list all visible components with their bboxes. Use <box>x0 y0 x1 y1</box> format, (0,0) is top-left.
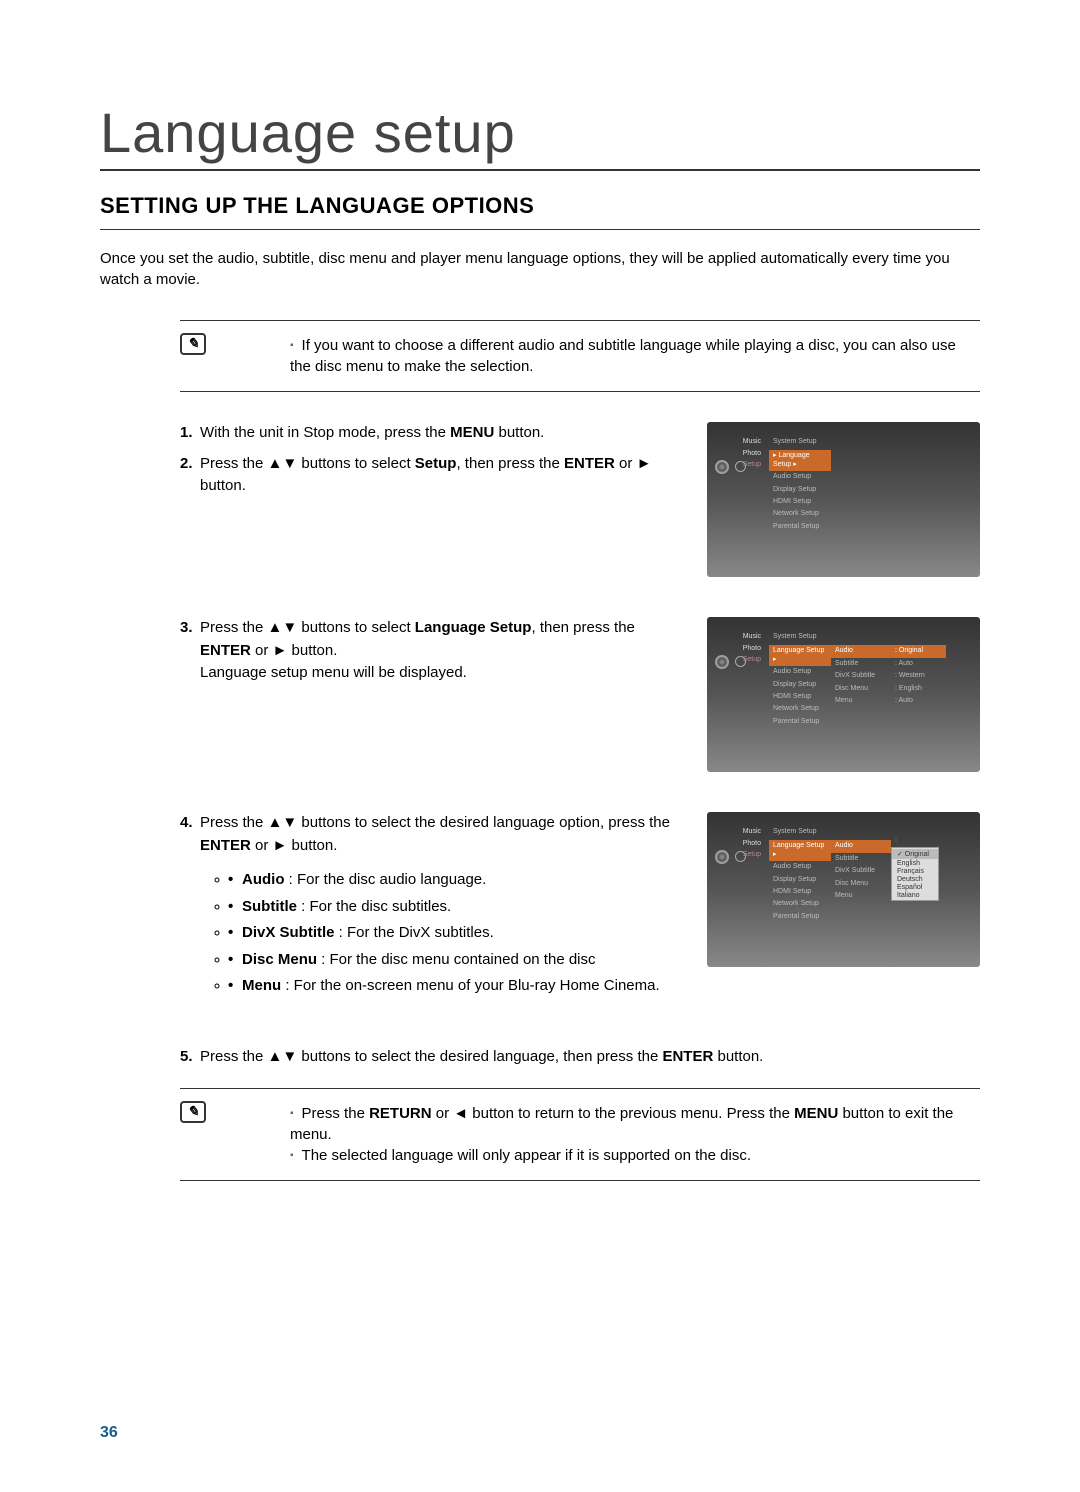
gear-icon <box>735 656 746 667</box>
step-4: 4.Press the ▲▼ buttons to select the des… <box>180 812 687 998</box>
step-row-1-2: 1.With the unit in Stop mode, press the … <box>180 422 980 577</box>
step-2: 2.Press the ▲▼ buttons to select Setup, … <box>180 453 687 498</box>
disc-icon <box>715 850 729 864</box>
pencil-note-icon: ✎ <box>180 1101 206 1123</box>
disc-icon <box>715 460 729 474</box>
note-box-top: ✎ If you want to choose a different audi… <box>180 320 980 392</box>
language-dropdown: ✓ Original English Français Deutsch Espa… <box>891 847 939 901</box>
step-5: 5.Press the ▲▼ buttons to select the des… <box>180 1046 980 1069</box>
gear-icon <box>735 461 746 472</box>
steps-container: 1.With the unit in Stop mode, press the … <box>180 422 980 1068</box>
step-row-4: 4.Press the ▲▼ buttons to select the des… <box>180 812 980 1006</box>
page-number: 36 <box>100 1424 118 1442</box>
note-text-2a: Press the RETURN or ◄ button to return t… <box>290 1103 980 1145</box>
gear-icon <box>735 851 746 862</box>
tv-mock-1: Music Photo Setup System Setup ▸ Languag… <box>707 422 980 577</box>
tv-mock-2: Music Photo Setup System Setup Language … <box>707 617 980 772</box>
step-row-3: 3.Press the ▲▼ buttons to select Languag… <box>180 617 980 772</box>
page-title: Language setup <box>100 100 980 171</box>
note-text: If you want to choose a different audio … <box>290 335 980 377</box>
disc-icon <box>715 655 729 669</box>
tv-mock-3: Music Photo Setup System Setup Language … <box>707 812 980 967</box>
options-list: Audio : For the disc audio language. Sub… <box>230 869 687 998</box>
opt-discmenu: Disc Menu : For the disc menu contained … <box>230 949 687 972</box>
pencil-note-icon: ✎ <box>180 333 206 355</box>
opt-subtitle: Subtitle : For the disc subtitles. <box>230 896 687 919</box>
step-3: 3.Press the ▲▼ buttons to select Languag… <box>180 617 687 685</box>
step-1: 1.With the unit in Stop mode, press the … <box>180 422 687 445</box>
opt-menu: Menu : For the on-screen menu of your Bl… <box>230 975 687 998</box>
intro-text: Once you set the audio, subtitle, disc m… <box>100 248 980 290</box>
note-box-bottom: ✎ Press the RETURN or ◄ button to return… <box>180 1088 980 1181</box>
opt-divx: DivX Subtitle : For the DivX subtitles. <box>230 922 687 945</box>
note-text-2b: The selected language will only appear i… <box>290 1145 980 1166</box>
opt-audio: Audio : For the disc audio language. <box>230 869 687 892</box>
section-heading: SETTING UP THE LANGUAGE OPTIONS <box>100 193 980 230</box>
